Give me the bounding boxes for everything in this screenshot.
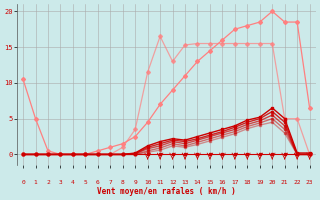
X-axis label: Vent moyen/en rafales ( km/h ): Vent moyen/en rafales ( km/h ) <box>97 187 236 196</box>
